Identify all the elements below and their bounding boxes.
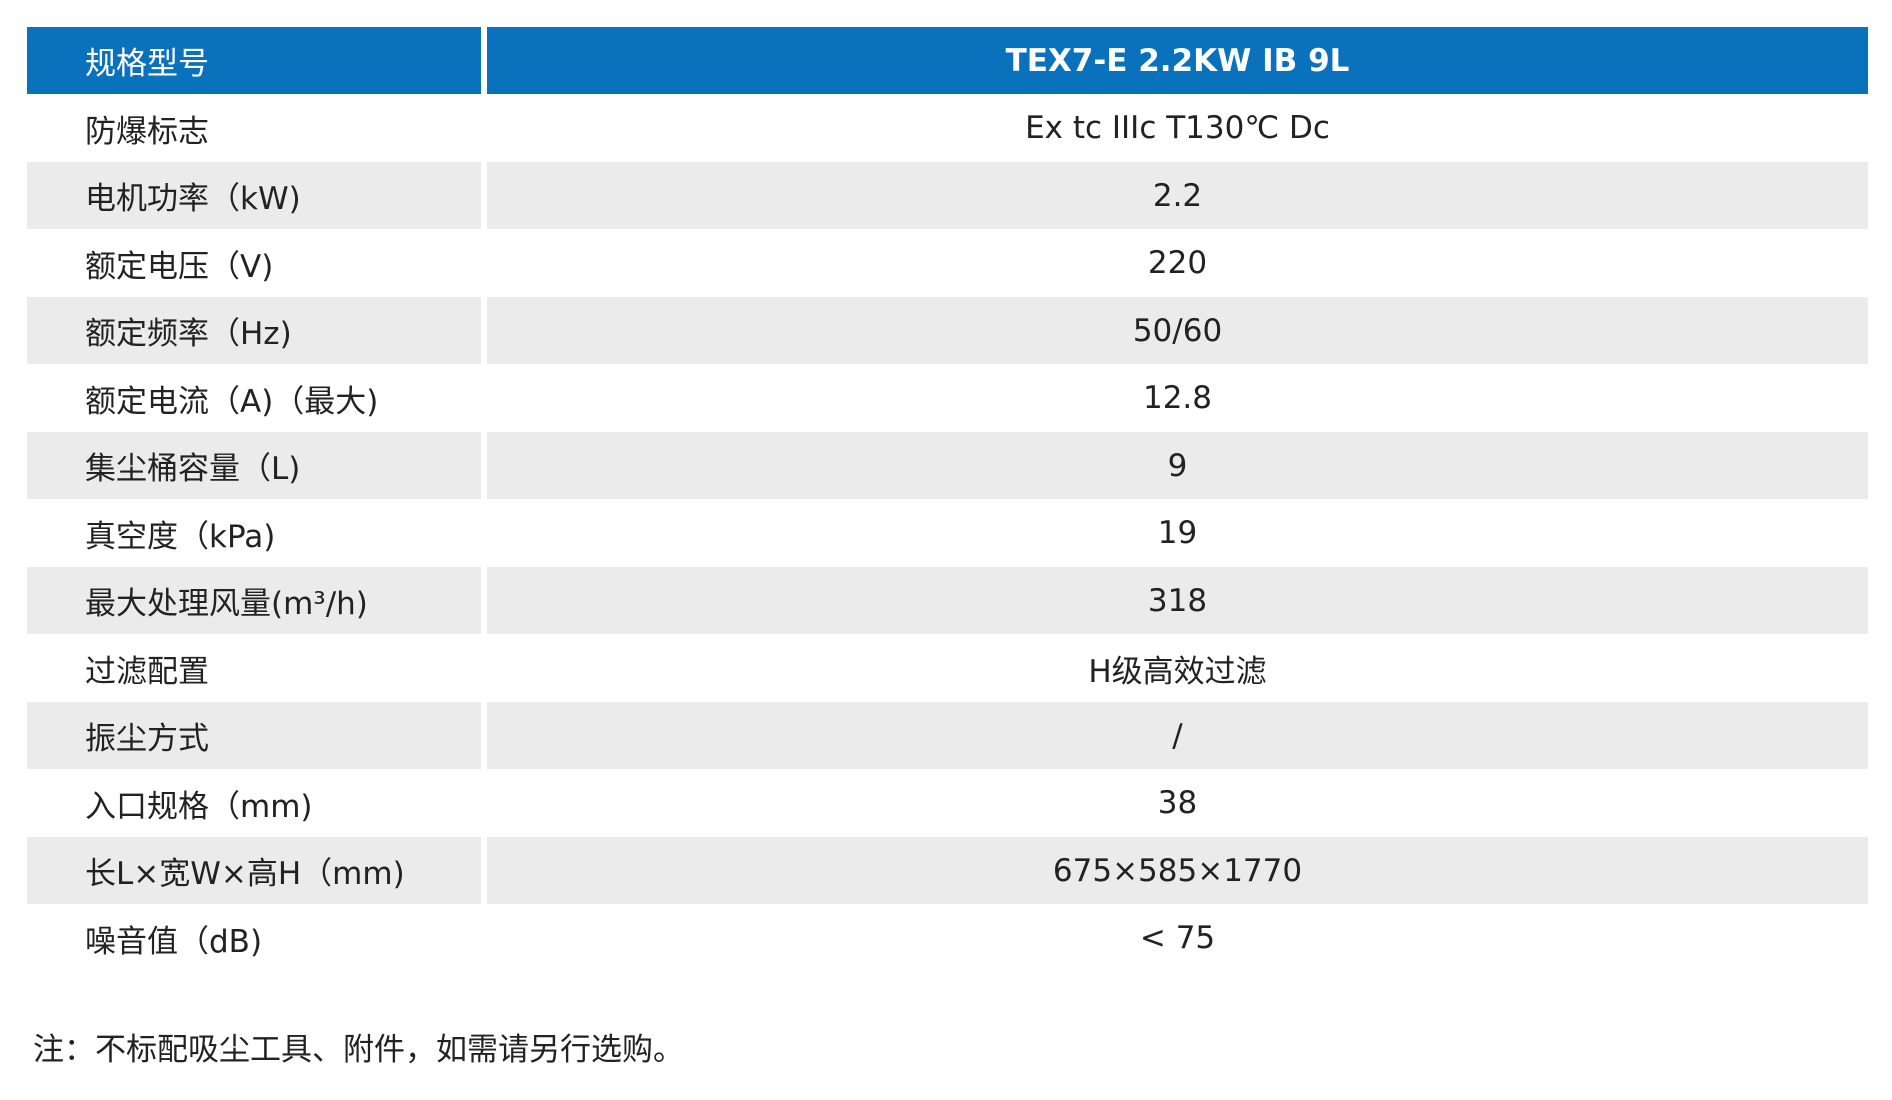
spec-label: 额定电流（A)（最大) — [85, 383, 379, 420]
spec-value: 50/60 — [487, 297, 1868, 364]
header-row: 规格型号 TEX7-E 2.2KW IB 9L — [27, 27, 1868, 94]
spec-label: 过滤配置 — [85, 653, 209, 690]
spec-label: 真空度（kPa) — [85, 518, 276, 555]
spec-row: 额定频率（Hz) 50/60 — [27, 297, 1868, 364]
spec-label: 电机功率（kW) — [27, 162, 481, 229]
spec-value: 12.8 — [1142, 380, 1213, 416]
spec-row: 入口规格（mm) 38 — [27, 770, 1868, 837]
spec-label: 额定频率（Hz) — [27, 297, 481, 364]
spec-value: / — [487, 702, 1868, 769]
spec-value: 675×585×1770 — [487, 837, 1868, 904]
spec-row: 最大处理风量(m³/h) 318 — [27, 567, 1868, 634]
spec-value: Ex tc IIIc T130℃ Dc — [1025, 110, 1330, 146]
spec-value: 38 — [1157, 785, 1198, 821]
spec-row: 振尘方式 / — [27, 702, 1868, 769]
spec-label: 噪音值（dB) — [85, 923, 263, 960]
spec-row: 长L×宽W×高H（mm) 675×585×1770 — [27, 837, 1868, 904]
spec-value: 2.2 — [487, 162, 1868, 229]
spec-value: < 75 — [1139, 920, 1216, 956]
spec-value: 318 — [487, 567, 1868, 634]
spec-value: TEX7-E 2.2KW IB 9L — [487, 27, 1868, 94]
footnote: 注：不标配吸尘工具、附件，如需请另行选购。 — [33, 1032, 684, 1068]
spec-row: 额定电压（V) 220 — [27, 230, 1868, 297]
spec-value: H级高效过滤 — [1088, 653, 1267, 690]
spec-label: 入口规格（mm) — [85, 788, 313, 825]
spec-row: 额定电流（A)（最大) 12.8 — [27, 365, 1868, 432]
spec-label: 振尘方式 — [27, 702, 481, 769]
spec-row: 电机功率（kW) 2.2 — [27, 162, 1868, 229]
spec-label: 规格型号 — [27, 27, 481, 94]
spec-value: 9 — [487, 432, 1868, 499]
spec-label: 集尘桶容量（L) — [27, 432, 481, 499]
spec-row: 集尘桶容量（L) 9 — [27, 432, 1868, 499]
spec-value: 220 — [1147, 245, 1208, 281]
spec-label: 防爆标志 — [85, 113, 209, 150]
spec-label: 长L×宽W×高H（mm) — [27, 837, 481, 904]
spec-label: 最大处理风量(m³/h) — [27, 567, 481, 634]
spec-row: 过滤配置 H级高效过滤 — [27, 635, 1868, 702]
spec-row: 真空度（kPa) 19 — [27, 500, 1868, 567]
spec-row: 噪音值（dB) < 75 — [27, 905, 1868, 972]
spec-value: 19 — [1157, 515, 1198, 551]
spec-row: 防爆标志 Ex tc IIIc T130℃ Dc — [27, 95, 1868, 162]
spec-label: 额定电压（V) — [85, 248, 274, 285]
